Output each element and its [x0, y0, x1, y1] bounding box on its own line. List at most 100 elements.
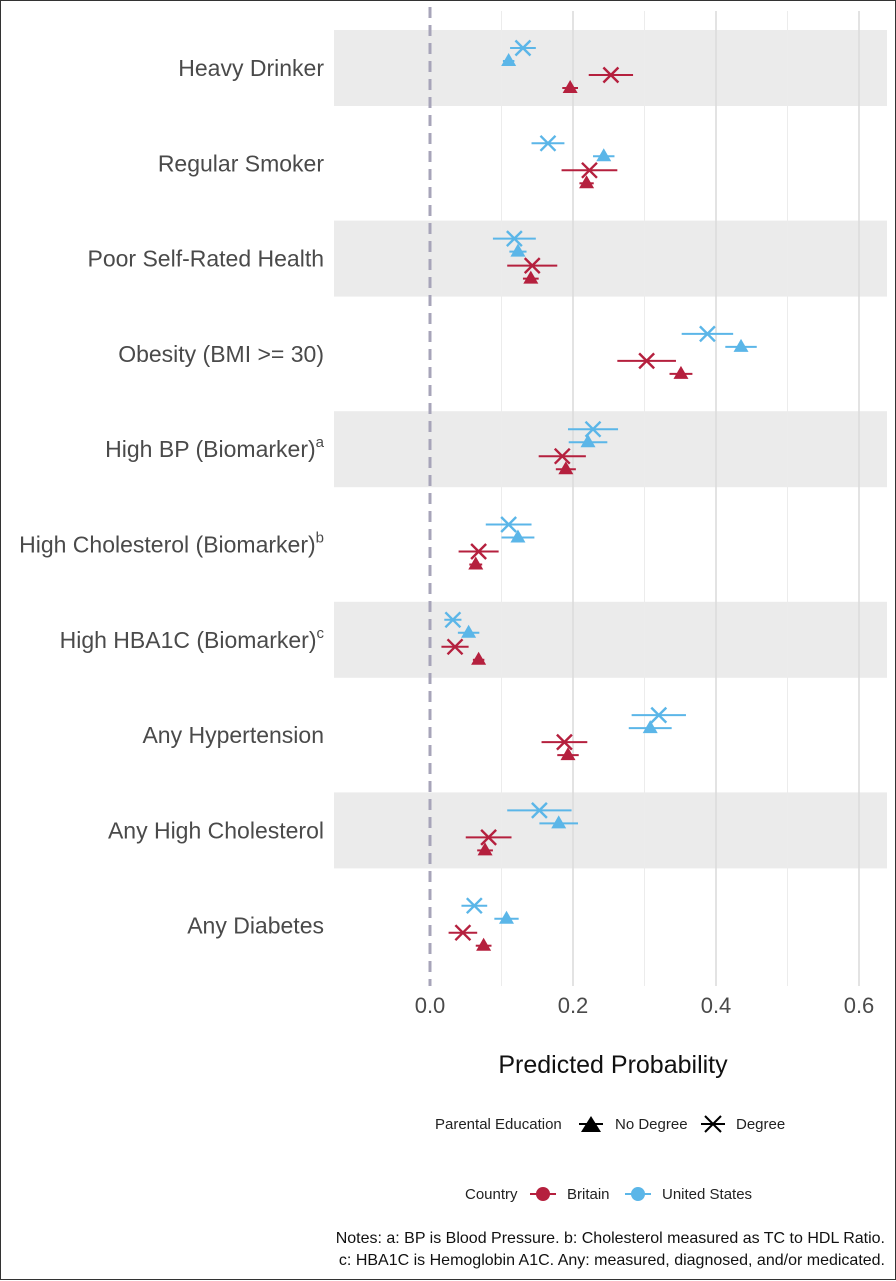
triangle-marker [523, 270, 539, 284]
legend-britain-label: Britain [567, 1186, 610, 1203]
point-britain-degree [458, 543, 499, 560]
point-united-states-degree [567, 420, 619, 438]
point-britain-degree [507, 257, 558, 274]
triangle-marker [560, 747, 576, 761]
cross-marker-stroke [514, 39, 532, 57]
point-britain-degree [617, 352, 676, 370]
category-label-text: High BP (Biomarker) [105, 436, 315, 462]
point-united-states-degree [531, 134, 565, 152]
cross-marker-stroke [446, 638, 464, 656]
category-label-text: Obesity (BMI >= 30) [118, 341, 324, 367]
point-britain-degree [588, 66, 634, 84]
row-band [334, 220, 887, 297]
category-label: High BP (Biomarker)a [105, 434, 324, 462]
category-label: Any Diabetes [187, 913, 324, 939]
cross-marker-stroke [539, 134, 557, 152]
data-marks [441, 39, 757, 951]
triangle-marker [471, 651, 487, 665]
triangle-marker [642, 720, 658, 734]
point-britain-degree [465, 829, 512, 846]
point-united-states-no-degree [593, 148, 615, 162]
triangle-marker [596, 148, 612, 162]
row-band [334, 601, 887, 678]
point-united-states-no-degree [539, 815, 579, 829]
cross-marker-stroke [556, 733, 573, 751]
cross-marker-stroke [584, 420, 602, 438]
triangle-marker [580, 434, 596, 448]
category-label: High Cholesterol (Biomarker)b [19, 530, 324, 558]
legend-degree-label: Degree [736, 1116, 785, 1133]
triangle-marker [499, 910, 515, 924]
category-label-text: Regular Smoker [158, 150, 325, 176]
category-labels: Heavy Drinker Regular Smoker Poor Self-Rat… [19, 55, 325, 939]
point-united-states-degree [631, 706, 686, 724]
row-bands [334, 30, 887, 869]
x-axis-title: Predicted Probability [498, 1051, 728, 1079]
cross-marker-stroke [553, 447, 571, 465]
triangle-marker [562, 80, 578, 93]
point-united-states-no-degree [509, 243, 527, 257]
point-britain-no-degree [555, 461, 576, 475]
legend-britain-dot [536, 1187, 550, 1201]
triangle-marker [461, 624, 477, 638]
cross-marker-stroke [500, 516, 517, 533]
category-label-text: Any Hypertension [142, 722, 324, 748]
category-label: Obesity (BMI >= 30) [118, 341, 324, 367]
category-label-text: Poor Self-Rated Health [87, 246, 324, 272]
legend-us-dot [631, 1187, 645, 1201]
cross-marker-stroke [523, 257, 541, 274]
category-label-text: Any Diabetes [187, 913, 324, 939]
cross-marker-stroke [581, 161, 598, 179]
point-britain-no-degree [562, 80, 579, 93]
point-britain-no-degree [669, 365, 693, 379]
category-label-superscript: b [316, 530, 324, 547]
notes-line-2: c: HBA1C is Hemoglobin A1C. Any: measure… [339, 1252, 885, 1269]
triangle-marker [673, 365, 689, 379]
legend-no-degree-label: No Degree [615, 1116, 688, 1133]
point-britain-no-degree [475, 937, 492, 951]
point-united-states-degree [507, 802, 572, 819]
triangle-marker [579, 175, 595, 189]
triangle-marker [476, 937, 492, 951]
legend-us-label: United States [662, 1186, 752, 1203]
point-united-states-degree [492, 230, 536, 247]
cross-marker-stroke [650, 706, 668, 724]
row-band [334, 792, 887, 869]
point-united-states-degree [485, 516, 532, 533]
triangle-marker [733, 338, 749, 352]
cross-marker-stroke [470, 543, 487, 560]
point-united-states-degree [461, 897, 488, 915]
point-united-states-degree [681, 325, 734, 343]
x-tick-labels: 0.0 0.2 0.4 0.6 [415, 993, 875, 1018]
category-label: Regular Smoker [158, 150, 325, 176]
category-label-text: High HBA1C (Biomarker) [60, 627, 317, 653]
point-united-states-degree [510, 39, 536, 57]
category-label-superscript: c [317, 625, 325, 642]
triangle-marker [551, 815, 567, 829]
legend-education: Parental Education No Degree Degree [435, 1115, 785, 1133]
point-united-states-degree [444, 611, 462, 629]
triangle-marker [501, 53, 517, 66]
point-britain-no-degree [471, 651, 487, 665]
category-label: Heavy Drinker [178, 55, 324, 81]
point-united-states-no-degree [457, 624, 480, 638]
legend-education-title: Parental Education [435, 1116, 562, 1133]
category-label: Any Hypertension [142, 722, 324, 748]
point-united-states-no-degree [628, 720, 672, 734]
point-united-states-no-degree [568, 434, 608, 448]
cross-marker-stroke [444, 611, 462, 629]
category-label-text: Any High Cholesterol [108, 817, 324, 843]
cross-marker-stroke [638, 352, 655, 370]
point-britain-degree [538, 447, 586, 465]
point-britain-degree [561, 161, 618, 179]
notes-line-1: Notes: a: BP is Blood Pressure. b: Chole… [336, 1230, 885, 1247]
triangle-marker [510, 243, 526, 257]
triangle-marker [477, 842, 493, 856]
category-label-superscript: a [316, 434, 325, 451]
cross-marker-stroke [465, 897, 483, 915]
x-tick-label: 0.6 [844, 993, 875, 1018]
category-label: High HBA1C (Biomarker)c [60, 625, 325, 653]
point-britain-no-degree [477, 842, 493, 856]
